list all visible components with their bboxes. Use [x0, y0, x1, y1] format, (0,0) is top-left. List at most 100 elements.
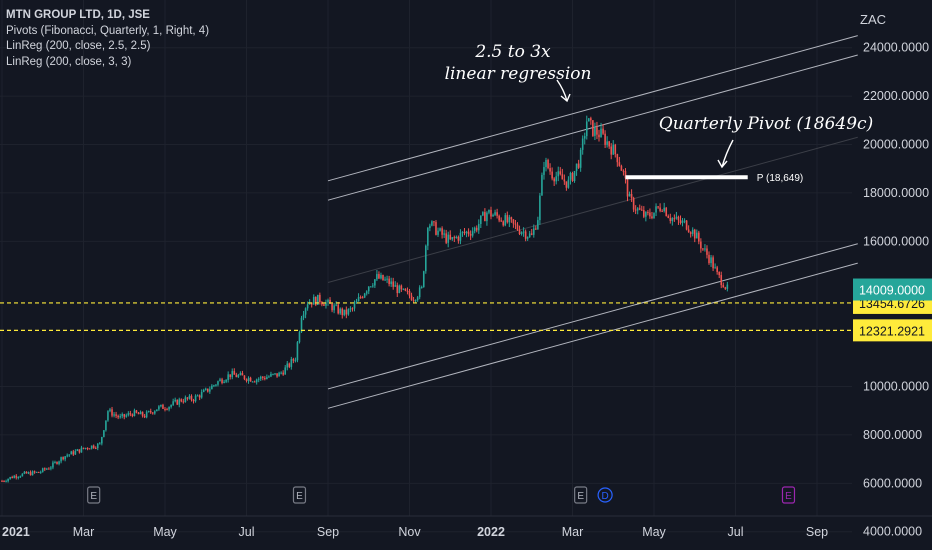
- candle-body: [48, 468, 50, 470]
- candle-body: [113, 414, 115, 416]
- candle-body: [502, 221, 505, 226]
- candle-body: [151, 412, 154, 414]
- candle-body: [341, 308, 344, 316]
- annotations: 2.5 to 3x linear regression Quarterly Pi…: [445, 42, 873, 169]
- event-marker-label: E: [296, 491, 303, 502]
- candle-body: [691, 229, 694, 234]
- candle-body: [683, 220, 686, 222]
- candle-body: [264, 377, 266, 380]
- candle-body: [520, 232, 523, 235]
- y-tick-label: 10000.0000: [863, 380, 929, 394]
- legend-pivots[interactable]: Pivots (Fibonacci, Quarterly, 1, Right, …: [6, 24, 210, 37]
- y-tick-label: 6000.0000: [863, 476, 922, 490]
- x-tick-label: 2021: [2, 525, 30, 539]
- candle-body: [323, 304, 325, 306]
- candle-body: [388, 278, 390, 284]
- x-tick-label: 2022: [477, 525, 505, 539]
- candle-body: [535, 228, 537, 230]
- candle-body: [182, 401, 185, 403]
- candle-body: [726, 284, 729, 289]
- candle-body: [590, 118, 592, 121]
- candle-body: [13, 475, 16, 479]
- candle-body: [657, 206, 659, 208]
- candle-body: [486, 212, 488, 222]
- candle-body: [447, 234, 450, 243]
- annotation-regression-line1[interactable]: 2.5 to 3x: [474, 42, 551, 62]
- annotation-regression-line2[interactable]: linear regression: [445, 64, 592, 84]
- candle-body: [378, 274, 380, 279]
- candle-body: [661, 210, 663, 212]
- candle-body: [526, 237, 529, 239]
- candle-body: [147, 411, 150, 413]
- candle-body: [418, 287, 421, 298]
- candle-body: [622, 170, 625, 172]
- candle-body: [420, 287, 423, 289]
- candle-body: [604, 133, 606, 145]
- y-tick-label: 4000.0000: [863, 525, 922, 539]
- candle-body: [206, 388, 209, 392]
- candle-body: [127, 413, 130, 416]
- candle-body: [125, 415, 128, 417]
- candle-body: [288, 363, 291, 367]
- candle-body: [557, 171, 560, 177]
- candle-body: [575, 163, 578, 172]
- x-tick-label: May: [642, 525, 666, 539]
- currency-label: ZAC: [860, 12, 886, 27]
- candle-body: [488, 209, 490, 213]
- event-marker-label: D: [601, 491, 608, 502]
- candle-body: [433, 221, 435, 223]
- candle-body: [357, 297, 360, 302]
- candle-body: [286, 363, 289, 368]
- candle-body: [56, 461, 58, 464]
- candle-body: [5, 481, 7, 483]
- candle-body: [588, 118, 590, 122]
- candle-body: [190, 395, 193, 400]
- candle-body: [129, 413, 132, 415]
- candle-body: [117, 415, 119, 418]
- candle-body: [31, 471, 34, 476]
- candle-body: [551, 171, 553, 179]
- candle-body: [178, 399, 181, 405]
- candle-body: [598, 134, 600, 138]
- candle-body: [365, 291, 368, 294]
- candle-body: [174, 399, 176, 402]
- time-axis[interactable]: 2021 Mar May Jul Sep Nov 2022 Mar May Jul Sep: [0, 515, 932, 539]
- candle-body: [475, 227, 478, 231]
- candle-body: [504, 215, 507, 226]
- candle-body: [90, 445, 93, 449]
- pivot-label: P (18,649): [757, 173, 804, 184]
- regression-line: [327, 35, 858, 182]
- candle-body: [689, 232, 692, 234]
- candle-body: [39, 471, 42, 473]
- annotation-arrow-pivot: [717, 139, 734, 169]
- price-axis[interactable]: ZAC 24000.0000 22000.0000 20000.0000 18000.…: [853, 12, 932, 539]
- candle-body: [484, 212, 486, 222]
- x-tick-label: May: [153, 525, 177, 539]
- candle-body: [695, 232, 698, 239]
- annotation-pivot[interactable]: Quarterly Pivot (18649c): [659, 114, 873, 134]
- candle-body: [52, 462, 54, 468]
- candlestick-series: [1, 115, 729, 483]
- event-marker-label: E: [577, 491, 584, 502]
- candle-body: [233, 371, 236, 375]
- candle-body: [204, 388, 207, 391]
- candle-body: [539, 195, 541, 221]
- legend-symbol[interactable]: MTN GROUP LTD, 1D, JSE: [6, 9, 150, 21]
- candle-body: [270, 373, 272, 377]
- candle-body: [107, 411, 109, 421]
- candle-body: [235, 374, 238, 378]
- candle-body: [317, 294, 319, 305]
- candle-body: [559, 171, 562, 175]
- candle-body: [606, 141, 608, 145]
- candle-body: [459, 232, 462, 241]
- x-tick-label: Jul: [239, 525, 255, 539]
- legend-linreg-2[interactable]: LinReg (200, close, 3, 3): [6, 55, 132, 68]
- candle-body: [29, 472, 32, 476]
- candle-body: [9, 476, 11, 479]
- candle-body: [202, 390, 205, 393]
- candle-body: [213, 385, 215, 387]
- candle-body: [626, 178, 629, 197]
- candle-body: [154, 411, 156, 414]
- legend-linreg-1[interactable]: LinReg (200, close, 2.5, 2.5): [6, 40, 151, 52]
